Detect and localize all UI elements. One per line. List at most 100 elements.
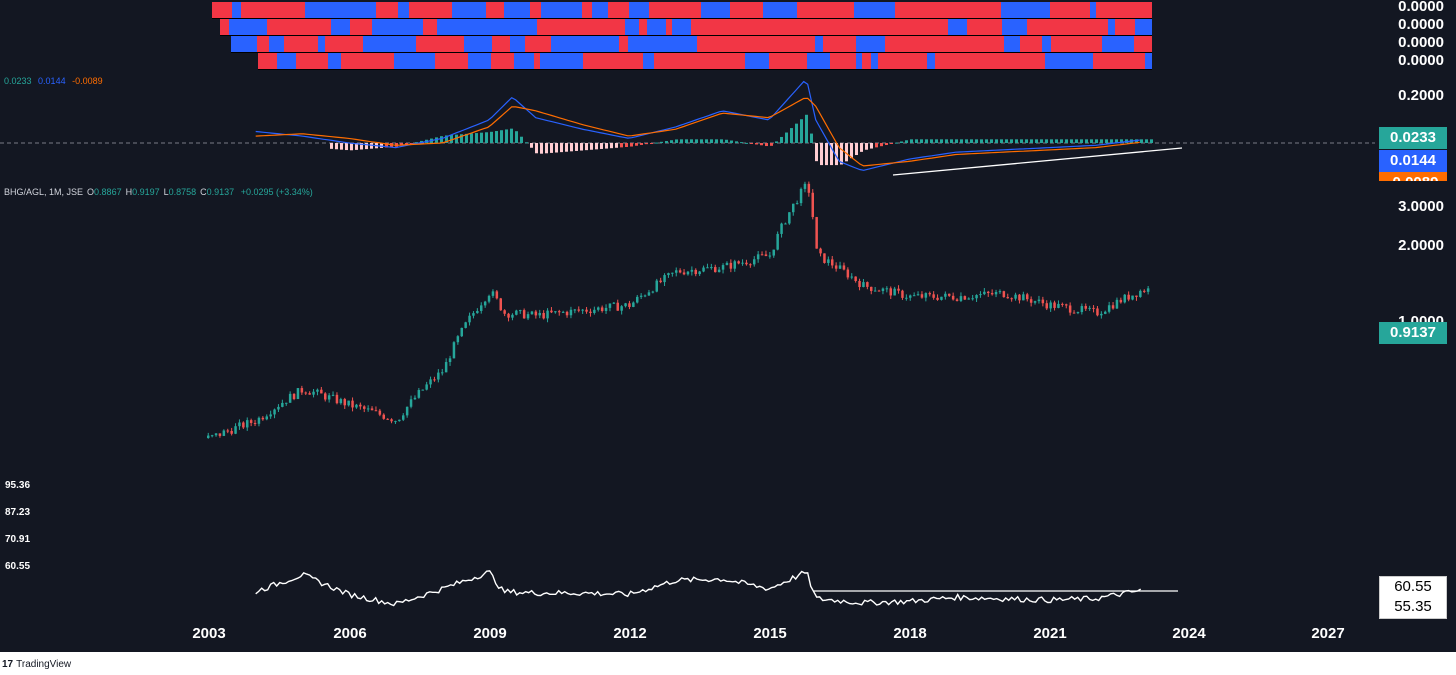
chart-area[interactable]: 0.0233 0.0144 -0.0089 BHG/AGL, 1M, JSE O0… bbox=[0, 0, 1456, 652]
price-candle bbox=[1006, 297, 1009, 299]
signal-bar-segment bbox=[452, 2, 486, 18]
signal-bar-segment bbox=[1127, 2, 1146, 18]
signal-bar-segment bbox=[403, 19, 423, 35]
signal-bar-segment bbox=[551, 36, 584, 52]
price-candle bbox=[585, 309, 588, 312]
signal-bar-segment bbox=[423, 19, 437, 35]
price-candle bbox=[207, 435, 210, 438]
signal-bar-segment bbox=[504, 2, 530, 18]
signal-bar-segment bbox=[416, 36, 432, 52]
price-candle bbox=[1127, 294, 1130, 300]
chart-canvas[interactable] bbox=[0, 0, 1456, 652]
macd-histogram-bar bbox=[1080, 139, 1083, 143]
macd-histogram-bar bbox=[335, 143, 338, 150]
signal-bar-segment bbox=[730, 2, 737, 18]
signal-bar-segment bbox=[701, 2, 711, 18]
price-candle bbox=[975, 295, 978, 299]
macd-histogram-bar bbox=[1110, 139, 1113, 143]
rsi-level-label: 60.55 bbox=[5, 561, 31, 572]
x-axis-tick: 2024 bbox=[1172, 625, 1206, 642]
price-candle bbox=[893, 288, 896, 296]
macd-histogram-bar bbox=[380, 143, 383, 148]
macd-histogram-bar bbox=[745, 142, 748, 144]
macd-histogram-bar bbox=[710, 139, 713, 143]
macd-histogram-bar bbox=[1010, 139, 1013, 143]
signal-bar-segment bbox=[619, 36, 628, 52]
macd-histogram-bar bbox=[510, 128, 513, 143]
signal-bar-segment bbox=[348, 53, 364, 69]
ohlc-close-label: C bbox=[200, 187, 207, 197]
signal-axis-label: 0.0000 bbox=[1398, 34, 1444, 51]
macd-histogram-bar bbox=[825, 143, 828, 166]
price-candle bbox=[1119, 299, 1123, 303]
macd-histogram-bar bbox=[495, 131, 498, 143]
signal-bar-segment bbox=[711, 2, 730, 18]
macd-histogram-bar bbox=[675, 139, 678, 143]
macd-histogram-bar bbox=[840, 143, 843, 165]
macd-histogram-bar bbox=[445, 135, 448, 143]
signal-bar-segment bbox=[1064, 53, 1093, 69]
price-candle bbox=[522, 310, 526, 319]
signal-bar-segment bbox=[616, 2, 629, 18]
price-candle bbox=[772, 249, 775, 256]
price-candle bbox=[1107, 305, 1111, 312]
macd-histogram-bar bbox=[360, 143, 363, 150]
signal-bar-segment bbox=[967, 19, 1002, 35]
macd-histogram-bar bbox=[525, 142, 528, 144]
price-candle bbox=[963, 296, 967, 300]
price-candle bbox=[639, 295, 643, 297]
price-candle bbox=[1135, 295, 1138, 297]
signal-bar-segment bbox=[525, 36, 532, 52]
price-candle bbox=[624, 303, 627, 307]
price-candle bbox=[706, 267, 709, 269]
macd-histogram-bar bbox=[630, 143, 633, 147]
macd-histogram-bar bbox=[855, 143, 858, 156]
price-candle bbox=[444, 362, 448, 373]
macd-trendline bbox=[892, 147, 1183, 176]
price-candle bbox=[675, 270, 678, 273]
price-candle bbox=[456, 336, 460, 343]
price-candle bbox=[733, 261, 736, 269]
price-candle bbox=[647, 292, 651, 296]
price-candle bbox=[491, 291, 495, 296]
price-candle bbox=[327, 395, 331, 400]
macd-histogram-bar bbox=[835, 143, 838, 166]
price-candle bbox=[554, 311, 557, 313]
ohlc-open: 0.8867 bbox=[94, 187, 122, 197]
price-candle bbox=[842, 265, 846, 270]
price-candle bbox=[955, 299, 959, 301]
macd-histogram-bar bbox=[1025, 139, 1028, 143]
macd-histogram-bar bbox=[505, 129, 508, 143]
macd-histogram-bar bbox=[810, 133, 813, 143]
price-candle bbox=[417, 390, 421, 398]
macd-histogram-bar bbox=[555, 143, 558, 153]
macd-histogram-bar bbox=[795, 123, 798, 143]
macd-histogram-bar bbox=[410, 143, 413, 144]
price-candle bbox=[378, 410, 382, 415]
signal-bar-segment bbox=[220, 19, 229, 35]
signal-bar-segment bbox=[350, 2, 376, 18]
price-candle bbox=[441, 372, 444, 374]
tradingview-logo[interactable]: 17 TradingView bbox=[2, 659, 71, 670]
price-candle bbox=[608, 303, 612, 308]
macd-histogram-bar bbox=[940, 139, 943, 143]
x-axis-tick: 2006 bbox=[333, 625, 367, 642]
signal-bar-segment bbox=[736, 36, 768, 52]
price-candle bbox=[694, 269, 697, 275]
signal-bar-segment bbox=[1151, 36, 1152, 52]
macd-histogram-bar bbox=[500, 130, 503, 143]
price-candle bbox=[737, 261, 740, 264]
price-candle bbox=[257, 417, 261, 424]
price-candle bbox=[214, 433, 218, 436]
signal-bar-segment bbox=[681, 36, 697, 52]
signal-bar-segment bbox=[336, 36, 348, 52]
signal-bar-segment bbox=[563, 19, 582, 35]
signal-bar-segment bbox=[591, 53, 609, 69]
price-candle bbox=[413, 397, 417, 400]
price-candle bbox=[561, 311, 565, 313]
macd-hist-value: 0.0233 bbox=[4, 76, 32, 86]
signal-bar-segment bbox=[456, 19, 485, 35]
price-candle bbox=[238, 422, 241, 427]
macd-histogram-bar bbox=[470, 133, 473, 143]
signal-bar-segment bbox=[330, 2, 350, 18]
